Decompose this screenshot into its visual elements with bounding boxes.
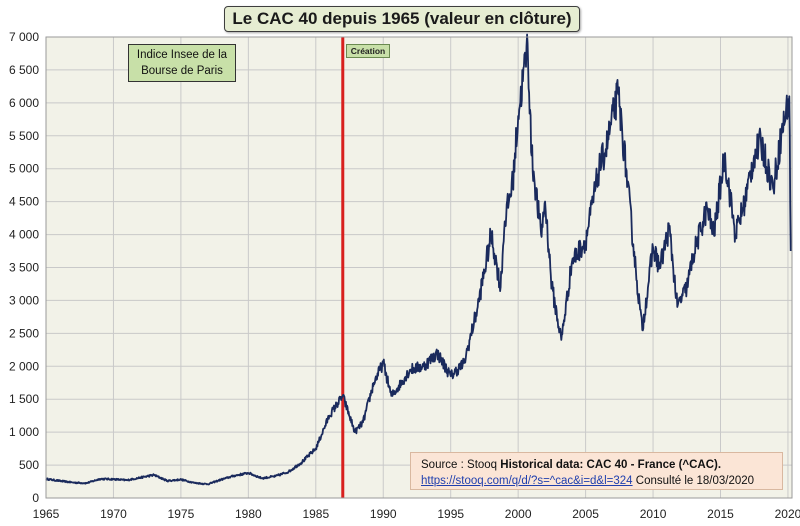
x-tick-label: 1975: [168, 507, 195, 521]
x-tick-label: 1985: [302, 507, 329, 521]
x-tick-label: 2015: [707, 507, 734, 521]
insee-annotation-line2: Bourse de Paris: [141, 65, 223, 77]
y-tick-label: 2 000: [9, 359, 39, 373]
y-tick-label: 1 000: [9, 425, 39, 439]
y-axis-ticks: 0 500 1 000 1 500 2 000 2 500 3 000 3 500 4 000 4…: [9, 30, 39, 505]
creation-label: Création: [346, 44, 390, 58]
y-tick-label: 4 000: [9, 228, 39, 242]
chart-title: Le CAC 40 depuis 1965 (valeur en clôture…: [224, 6, 580, 32]
y-tick-label: 2 500: [9, 326, 39, 340]
source-dataset-title: Historical data: CAC 40 - France (^CAC).: [500, 459, 722, 471]
x-tick-label: 2005: [572, 507, 599, 521]
x-tick-label: 2000: [505, 507, 532, 521]
source-line-2: https://stooq.com/q/d/?s=^cac&i=d&l=324 …: [421, 473, 782, 489]
source-link[interactable]: https://stooq.com/q/d/?s=^cac&i=d&l=324: [421, 475, 633, 487]
y-tick-label: 3 000: [9, 293, 39, 307]
y-tick-label: 3 500: [9, 261, 39, 275]
source-prefix: Source : Stooq: [421, 459, 501, 471]
y-tick-label: 7 000: [9, 30, 39, 44]
y-tick-label: 5 500: [9, 129, 39, 143]
insee-annotation: Indice Insee de la Bourse de Paris: [128, 44, 236, 82]
x-tick-label: 1995: [437, 507, 464, 521]
y-tick-label: 500: [19, 458, 39, 472]
x-axis-ticks: 1965 1970 1975 1980 1985 1990 1995 2000 2005 2010…: [33, 507, 800, 521]
x-tick-label: 2020: [775, 507, 800, 521]
y-tick-label: 4 500: [9, 195, 39, 209]
y-tick-label: 5 000: [9, 162, 39, 176]
insee-annotation-line1: Indice Insee de la: [136, 49, 228, 61]
y-tick-label: 1 500: [9, 392, 39, 406]
cac40-series-line: [45, 33, 792, 486]
y-tick-label: 6 000: [9, 96, 39, 110]
y-tick-label: 0: [32, 491, 39, 505]
source-line-1: Source : Stooq Historical data: CAC 40 -…: [421, 457, 782, 473]
x-tick-label: 1990: [370, 507, 397, 521]
x-tick-label: 1970: [100, 507, 127, 521]
x-tick-label: 1965: [33, 507, 60, 521]
x-tick-label: 1980: [235, 507, 262, 521]
y-tick-label: 6 500: [9, 63, 39, 77]
x-tick-label: 2010: [640, 507, 667, 521]
source-consulted-date: Consulté le 18/03/2020: [632, 475, 755, 487]
source-note: Source : Stooq Historical data: CAC 40 -…: [410, 452, 783, 490]
plot-border: [45, 36, 793, 499]
